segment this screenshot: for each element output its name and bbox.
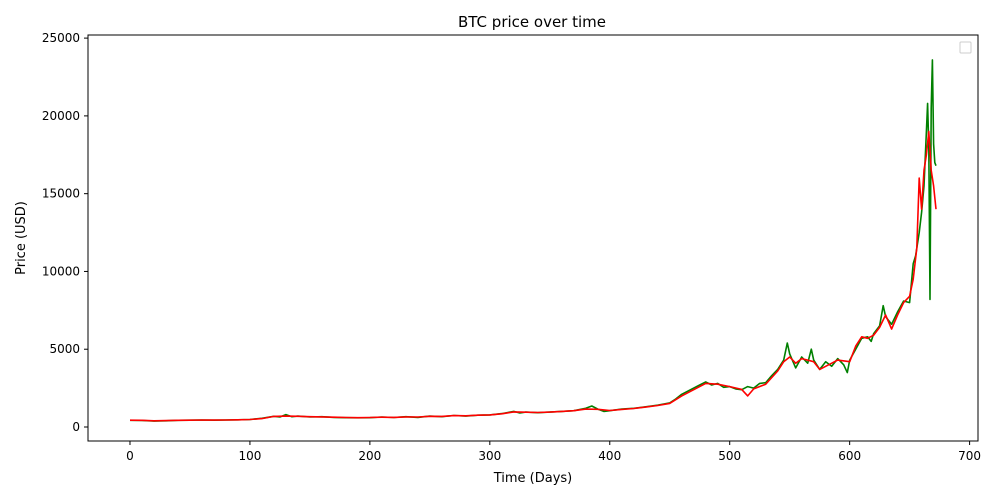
y-tick-label: 5000: [49, 342, 80, 356]
legend-box: [959, 41, 972, 54]
x-tick-label: 100: [238, 449, 261, 463]
x-tick-label: 0: [126, 449, 134, 463]
axes-frame: [87, 34, 979, 442]
series-line-2: [129, 130, 937, 422]
chart-title: BTC price over time: [458, 13, 606, 31]
x-tick-label: 400: [598, 449, 621, 463]
x-tick-label: 200: [358, 449, 381, 463]
x-tick-label: 500: [718, 449, 741, 463]
y-tick-label: 20000: [42, 109, 80, 123]
series-line-1: [129, 59, 937, 422]
y-tick-label: 0: [72, 420, 80, 434]
plot-area: [129, 59, 937, 422]
x-tick-label: 600: [838, 449, 861, 463]
x-tick-label: 300: [478, 449, 501, 463]
x-axis: 0 100 200 300 400 500 600 700: [126, 441, 981, 463]
y-axis-label: Price (USD): [14, 201, 29, 275]
y-axis: 0 5000 10000 15000 20000 25000: [42, 31, 88, 434]
x-tick-label: 700: [958, 449, 981, 463]
x-axis-label: Time (Days): [493, 471, 573, 486]
y-tick-label: 15000: [42, 187, 80, 201]
y-tick-label: 10000: [42, 264, 80, 278]
y-tick-label: 25000: [42, 31, 80, 45]
